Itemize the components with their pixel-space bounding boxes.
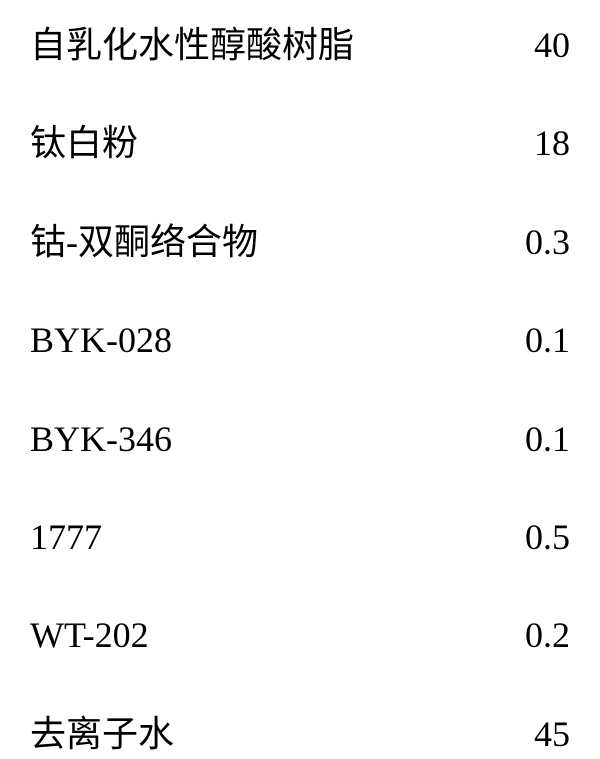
table-row: WT-202 0.2 — [30, 610, 570, 660]
ingredient-value: 0.3 — [525, 217, 570, 267]
ingredient-label: 去离子水 — [30, 709, 174, 759]
ingredient-label: 钛白粉 — [30, 118, 138, 168]
formula-table: 自乳化水性醇酸树脂 40 钛白粉 18 钴-双酮络合物 0.3 BYK-028 … — [30, 20, 570, 759]
ingredient-value: 0.2 — [525, 610, 570, 660]
ingredient-value: 18 — [534, 118, 570, 168]
ingredient-label: WT-202 — [30, 610, 149, 660]
ingredient-value: 0.1 — [525, 315, 570, 365]
ingredient-label: 自乳化水性醇酸树脂 — [30, 20, 354, 70]
table-row: 自乳化水性醇酸树脂 40 — [30, 20, 570, 70]
ingredient-value: 0.1 — [525, 414, 570, 464]
table-row: BYK-028 0.1 — [30, 315, 570, 365]
ingredient-label: BYK-346 — [30, 414, 172, 464]
table-row: 去离子水 45 — [30, 709, 570, 759]
ingredient-label: 钴-双酮络合物 — [30, 217, 258, 267]
table-row: BYK-346 0.1 — [30, 414, 570, 464]
table-row: 钴-双酮络合物 0.3 — [30, 217, 570, 267]
ingredient-value: 45 — [534, 709, 570, 759]
ingredient-value: 0.5 — [525, 512, 570, 562]
table-row: 钛白粉 18 — [30, 118, 570, 168]
ingredient-value: 40 — [534, 20, 570, 70]
ingredient-label: 1777 — [30, 512, 102, 562]
ingredient-label: BYK-028 — [30, 315, 172, 365]
table-row: 1777 0.5 — [30, 512, 570, 562]
